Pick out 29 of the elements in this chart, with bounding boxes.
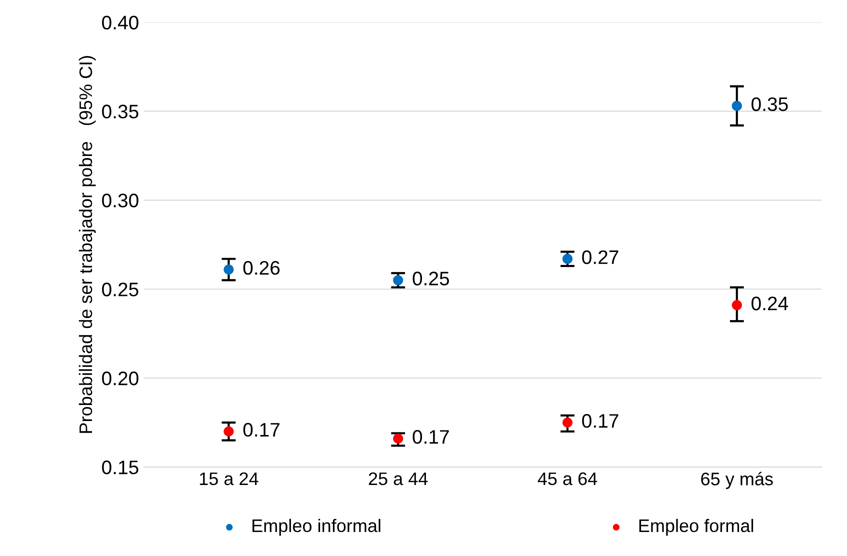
y-axis-title: Probabilidad de ser trabajador pobre (95% CI): [78, 56, 96, 433]
data-label: 0.27: [582, 250, 618, 264]
y-tick-label: 0.25: [102, 282, 138, 296]
y-tick-label: 0.20: [102, 372, 138, 386]
data-label: 0.17: [582, 414, 618, 428]
point: [562, 254, 573, 264]
legend-label: Empleo formal: [639, 518, 754, 536]
data-label: 0.17: [412, 430, 449, 444]
data-label: 0.25: [412, 272, 450, 286]
point: [393, 433, 404, 444]
point: [732, 300, 742, 310]
legend-label: Empleo informal: [252, 518, 380, 536]
data-label: 0.26: [243, 261, 280, 275]
x-tick-label: 45 a 64: [538, 472, 598, 486]
x-tick-label: 15 a 24: [200, 472, 258, 486]
x-tick-label: 25 a 44: [368, 472, 428, 486]
point: [224, 264, 234, 275]
data-label: 0.17: [243, 422, 280, 437]
point: [393, 275, 404, 286]
data-label: 0.24: [752, 296, 788, 310]
y-tick-label: 0.30: [102, 194, 138, 208]
data-label: 0.35: [752, 97, 788, 112]
y-tick-label: 0.15: [102, 460, 138, 474]
point: [732, 100, 742, 111]
point: [224, 426, 234, 437]
y-tick-label: 0.40: [102, 16, 138, 30]
y-tick-label: 0.35: [102, 104, 138, 118]
point: [562, 417, 573, 428]
x-tick-label: 65 y más: [701, 472, 773, 489]
